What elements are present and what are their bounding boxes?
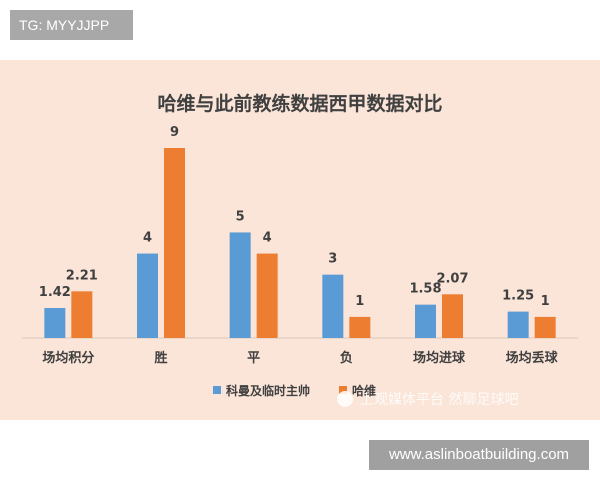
bar-series-2-category-2 [164, 148, 185, 338]
category-label-2: 胜 [154, 351, 167, 366]
legend: 科曼及临时主帅 哈维 [213, 383, 376, 398]
value-label-series-2-category-1: 2.21 [66, 268, 98, 283]
legend-label-series-2: 哈维 [352, 383, 376, 398]
watermark-text: 上观媒体平台 然聊足球吧 [360, 391, 518, 408]
site-url-badge: www.aslinboatbuilding.com [369, 440, 589, 470]
bar-series-2-category-5 [442, 294, 463, 338]
value-label-series-1-category-3: 5 [236, 209, 245, 224]
watermark: 上观媒体平台 然聊足球吧 [337, 391, 518, 408]
bar-series-2-category-4 [349, 316, 371, 338]
bar-series-2-category-3 [256, 253, 278, 338]
value-label-series-1-category-4: 3 [328, 252, 337, 267]
bar-series-1-category-5 [415, 304, 436, 338]
value-label-series-2-category-4: 1 [355, 294, 364, 309]
value-label-series-1-category-6: 1.25 [502, 289, 534, 304]
value-label-series-2-category-2: 9 [170, 125, 179, 140]
legend-label-series-1: 科曼及临时主帅 [226, 383, 310, 398]
category-labels-layer: 场均积分 胜 平 负 场均进球 场均丢球 [42, 350, 558, 366]
value-label-series-1-category-1: 1.42 [39, 285, 71, 300]
bar-series-1-category-2 [137, 253, 158, 338]
value-labels-layer: 1.42 2.21 4 9 5 4 3 1 1.582.07 1.25 1 [39, 125, 550, 309]
value-label-series-2-category-3: 4 [263, 231, 272, 246]
tg-tag: TG: MYYJJPP [10, 10, 133, 40]
category-label-6: 场均丢球 [506, 350, 559, 366]
category-label-3: 平 [247, 351, 260, 366]
chart-title: 哈维与此前教练数据西甲数据对比 [157, 92, 442, 115]
legend-swatch-series-1 [213, 386, 221, 394]
watermark-logo-icon [337, 391, 353, 407]
value-label-series-2-category-5: 2.07 [436, 271, 468, 286]
bar-series-2-category-1 [71, 291, 93, 338]
bar-series-2-category-6 [534, 316, 556, 338]
category-label-5: 场均进球 [413, 350, 466, 366]
bar-series-1-category-4 [322, 274, 344, 338]
category-label-4: 负 [340, 350, 353, 366]
value-label-series-1-category-2: 4 [143, 231, 152, 246]
category-label-1: 场均积分 [42, 350, 94, 366]
bar-series-1-category-1 [44, 308, 66, 338]
legend-swatch-series-2 [339, 386, 347, 394]
value-label-series-1-category-5: 1.58 [409, 282, 441, 297]
bar-chart: 哈维与此前教练数据西甲数据对比 1.422.214954311.582.071.… [22, 92, 578, 408]
value-label-series-2-category-6: 1 [541, 294, 550, 309]
chart-panel: 哈维与此前教练数据西甲数据对比 1.42 2.21 4 9 5 4 3 1 1.58 2.07 1.… [0, 60, 600, 420]
bars-layer [44, 148, 556, 338]
bar-series-1-category-6 [507, 311, 529, 338]
bar-series-1-category-3 [229, 232, 251, 338]
